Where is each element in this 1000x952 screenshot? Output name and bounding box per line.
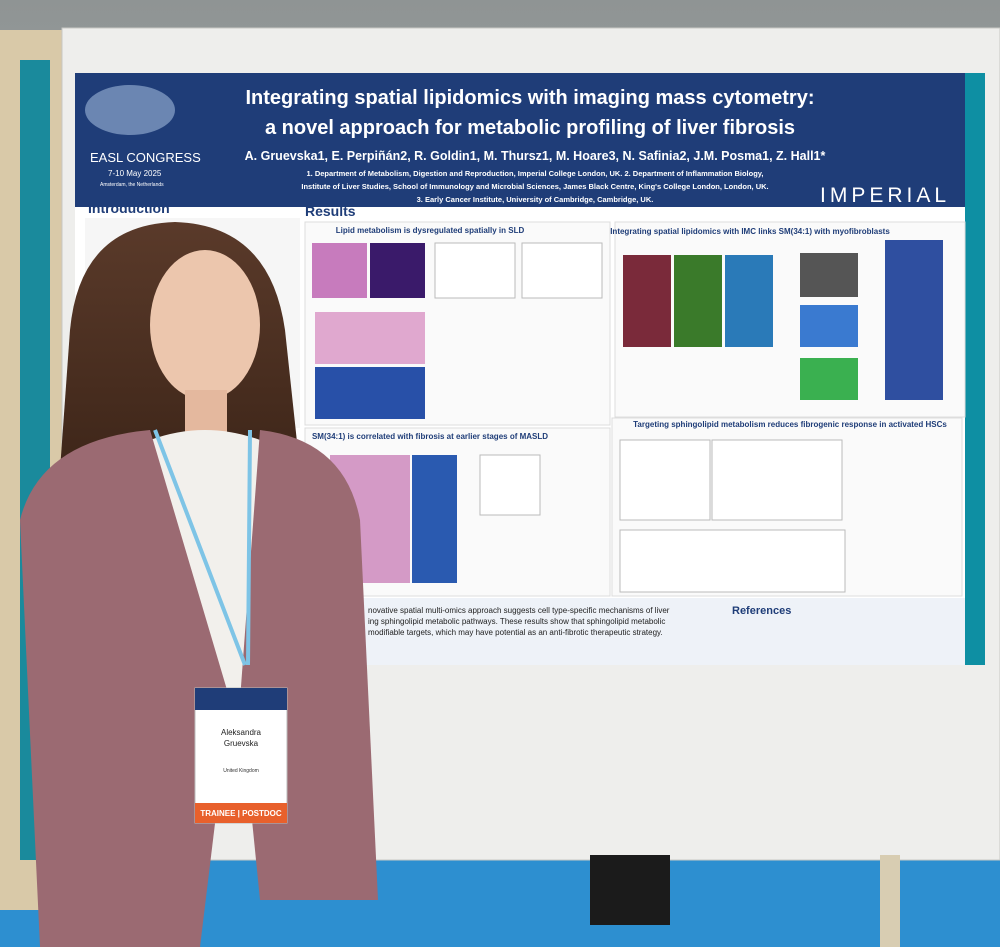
brand: IMPERIAL (820, 184, 950, 207)
figure-image (312, 243, 367, 298)
badge-first-name: Aleksandra (221, 728, 262, 737)
lanyard (153, 429, 252, 666)
figure-plot (619, 529, 846, 593)
affiliation: 3. Early Cancer Institute, University of… (417, 195, 654, 204)
figure-image (725, 255, 773, 347)
poster-title: Integrating spatial lipidomics with imag… (245, 87, 814, 109)
affiliation: Institute of Liver Studies, School of Im… (301, 182, 768, 191)
board-leg (880, 855, 900, 947)
panel-title: SM(34:1) is correlated with fibrosis at … (312, 432, 548, 441)
figure-image (674, 255, 722, 347)
affiliation: 1. Department of Metabolism, Digestion a… (307, 169, 764, 178)
badge-country: United Kingdom (223, 768, 259, 774)
section-heading: References (732, 605, 791, 617)
conference-location: Amsterdam, the Netherlands (100, 182, 164, 188)
figure-plot (479, 454, 541, 516)
figure-plot (711, 439, 843, 521)
liver-logo (85, 85, 175, 135)
badge-category: TRAINEE | POSTDOC (200, 809, 282, 818)
badge-last-name: Gruevska (224, 739, 259, 748)
section-heading: Results (305, 203, 356, 219)
figure-image (623, 255, 671, 347)
poster-side-strip (965, 73, 985, 665)
poster-header (75, 73, 965, 207)
figure-plot (434, 242, 516, 299)
conference-dates: 7-10 May 2025 (108, 169, 162, 178)
panel-title: Lipid metabolism is dysregulated spatial… (336, 226, 525, 235)
figure-image (800, 253, 858, 297)
figure-image (370, 243, 425, 298)
section-heading: Introduction (88, 200, 170, 216)
background-person (590, 855, 670, 925)
figure-image (315, 367, 425, 419)
figure-image (800, 358, 858, 400)
figure-image (412, 455, 457, 583)
conference-name: EASL CONGRESS (90, 150, 201, 165)
figure-plot (521, 242, 603, 299)
badge-footer (195, 803, 287, 823)
cardigan (20, 430, 230, 947)
panel-title: Targeting sphingolipid metabolism reduce… (633, 420, 947, 429)
figure-diagram (619, 439, 711, 521)
figure-image (315, 312, 425, 364)
conclusion-text: novative spatial multi-omics approach su… (368, 606, 670, 615)
badge (194, 687, 288, 824)
face (150, 250, 260, 400)
figure-image (800, 305, 858, 347)
heatmap (885, 240, 943, 400)
badge-header (195, 688, 287, 710)
conclusion-text: modifiable targets, which may have poten… (368, 628, 663, 637)
poster-title: a novel approach for metabolic profiling… (265, 117, 795, 139)
conclusion-text: ing sphingolipid metabolic pathways. The… (368, 617, 665, 626)
authors: A. Gruevska1, E. Perpiñán2, R. Goldin1, … (245, 149, 826, 163)
panel-title: Integrating spatial lipidomics with IMC … (610, 227, 890, 236)
